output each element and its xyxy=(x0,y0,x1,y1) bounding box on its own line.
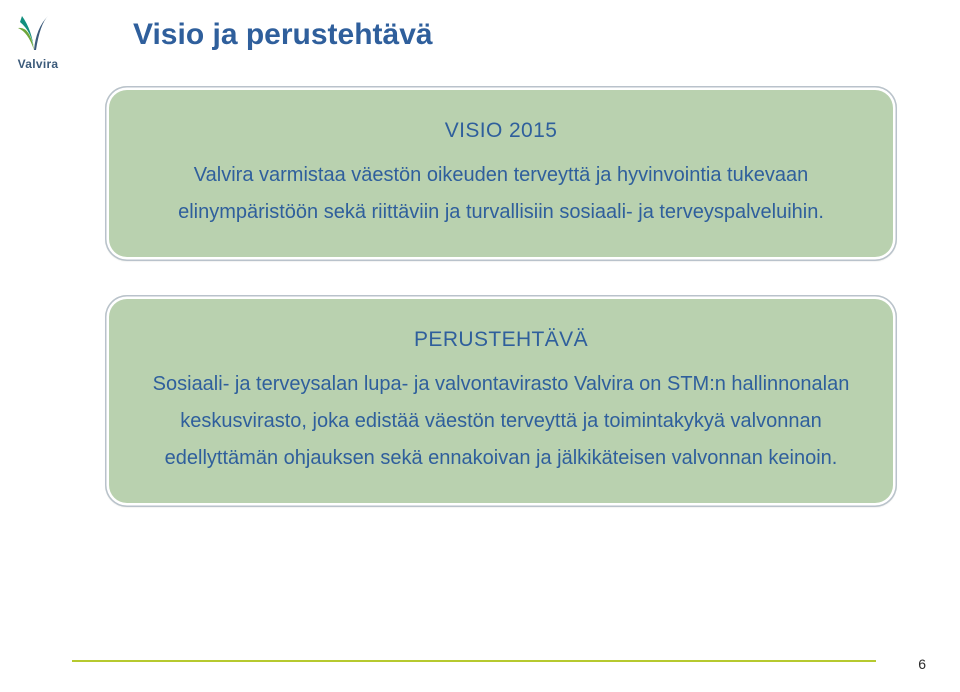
page-number: 6 xyxy=(918,656,926,672)
slide-content: Visio ja perustehtävä VISIO 2015 Valvira… xyxy=(105,18,897,507)
visio-heading: VISIO 2015 xyxy=(149,112,853,151)
perustehtava-card: PERUSTEHTÄVÄ Sosiaali- ja terveysalan lu… xyxy=(105,295,897,507)
perustehtava-body: Sosiaali- ja terveysalan lupa- ja valvon… xyxy=(149,366,853,477)
brand-logo: Valvira xyxy=(12,10,64,71)
page-title: Visio ja perustehtävä xyxy=(133,18,897,52)
perustehtava-heading: PERUSTEHTÄVÄ xyxy=(149,321,853,360)
visio-body: Valvira varmistaa väestön oikeuden terve… xyxy=(149,157,853,231)
footer-divider xyxy=(72,660,876,662)
valvira-logo-icon xyxy=(12,10,56,54)
visio-card: VISIO 2015 Valvira varmistaa väestön oik… xyxy=(105,86,897,261)
brand-name: Valvira xyxy=(12,57,64,71)
